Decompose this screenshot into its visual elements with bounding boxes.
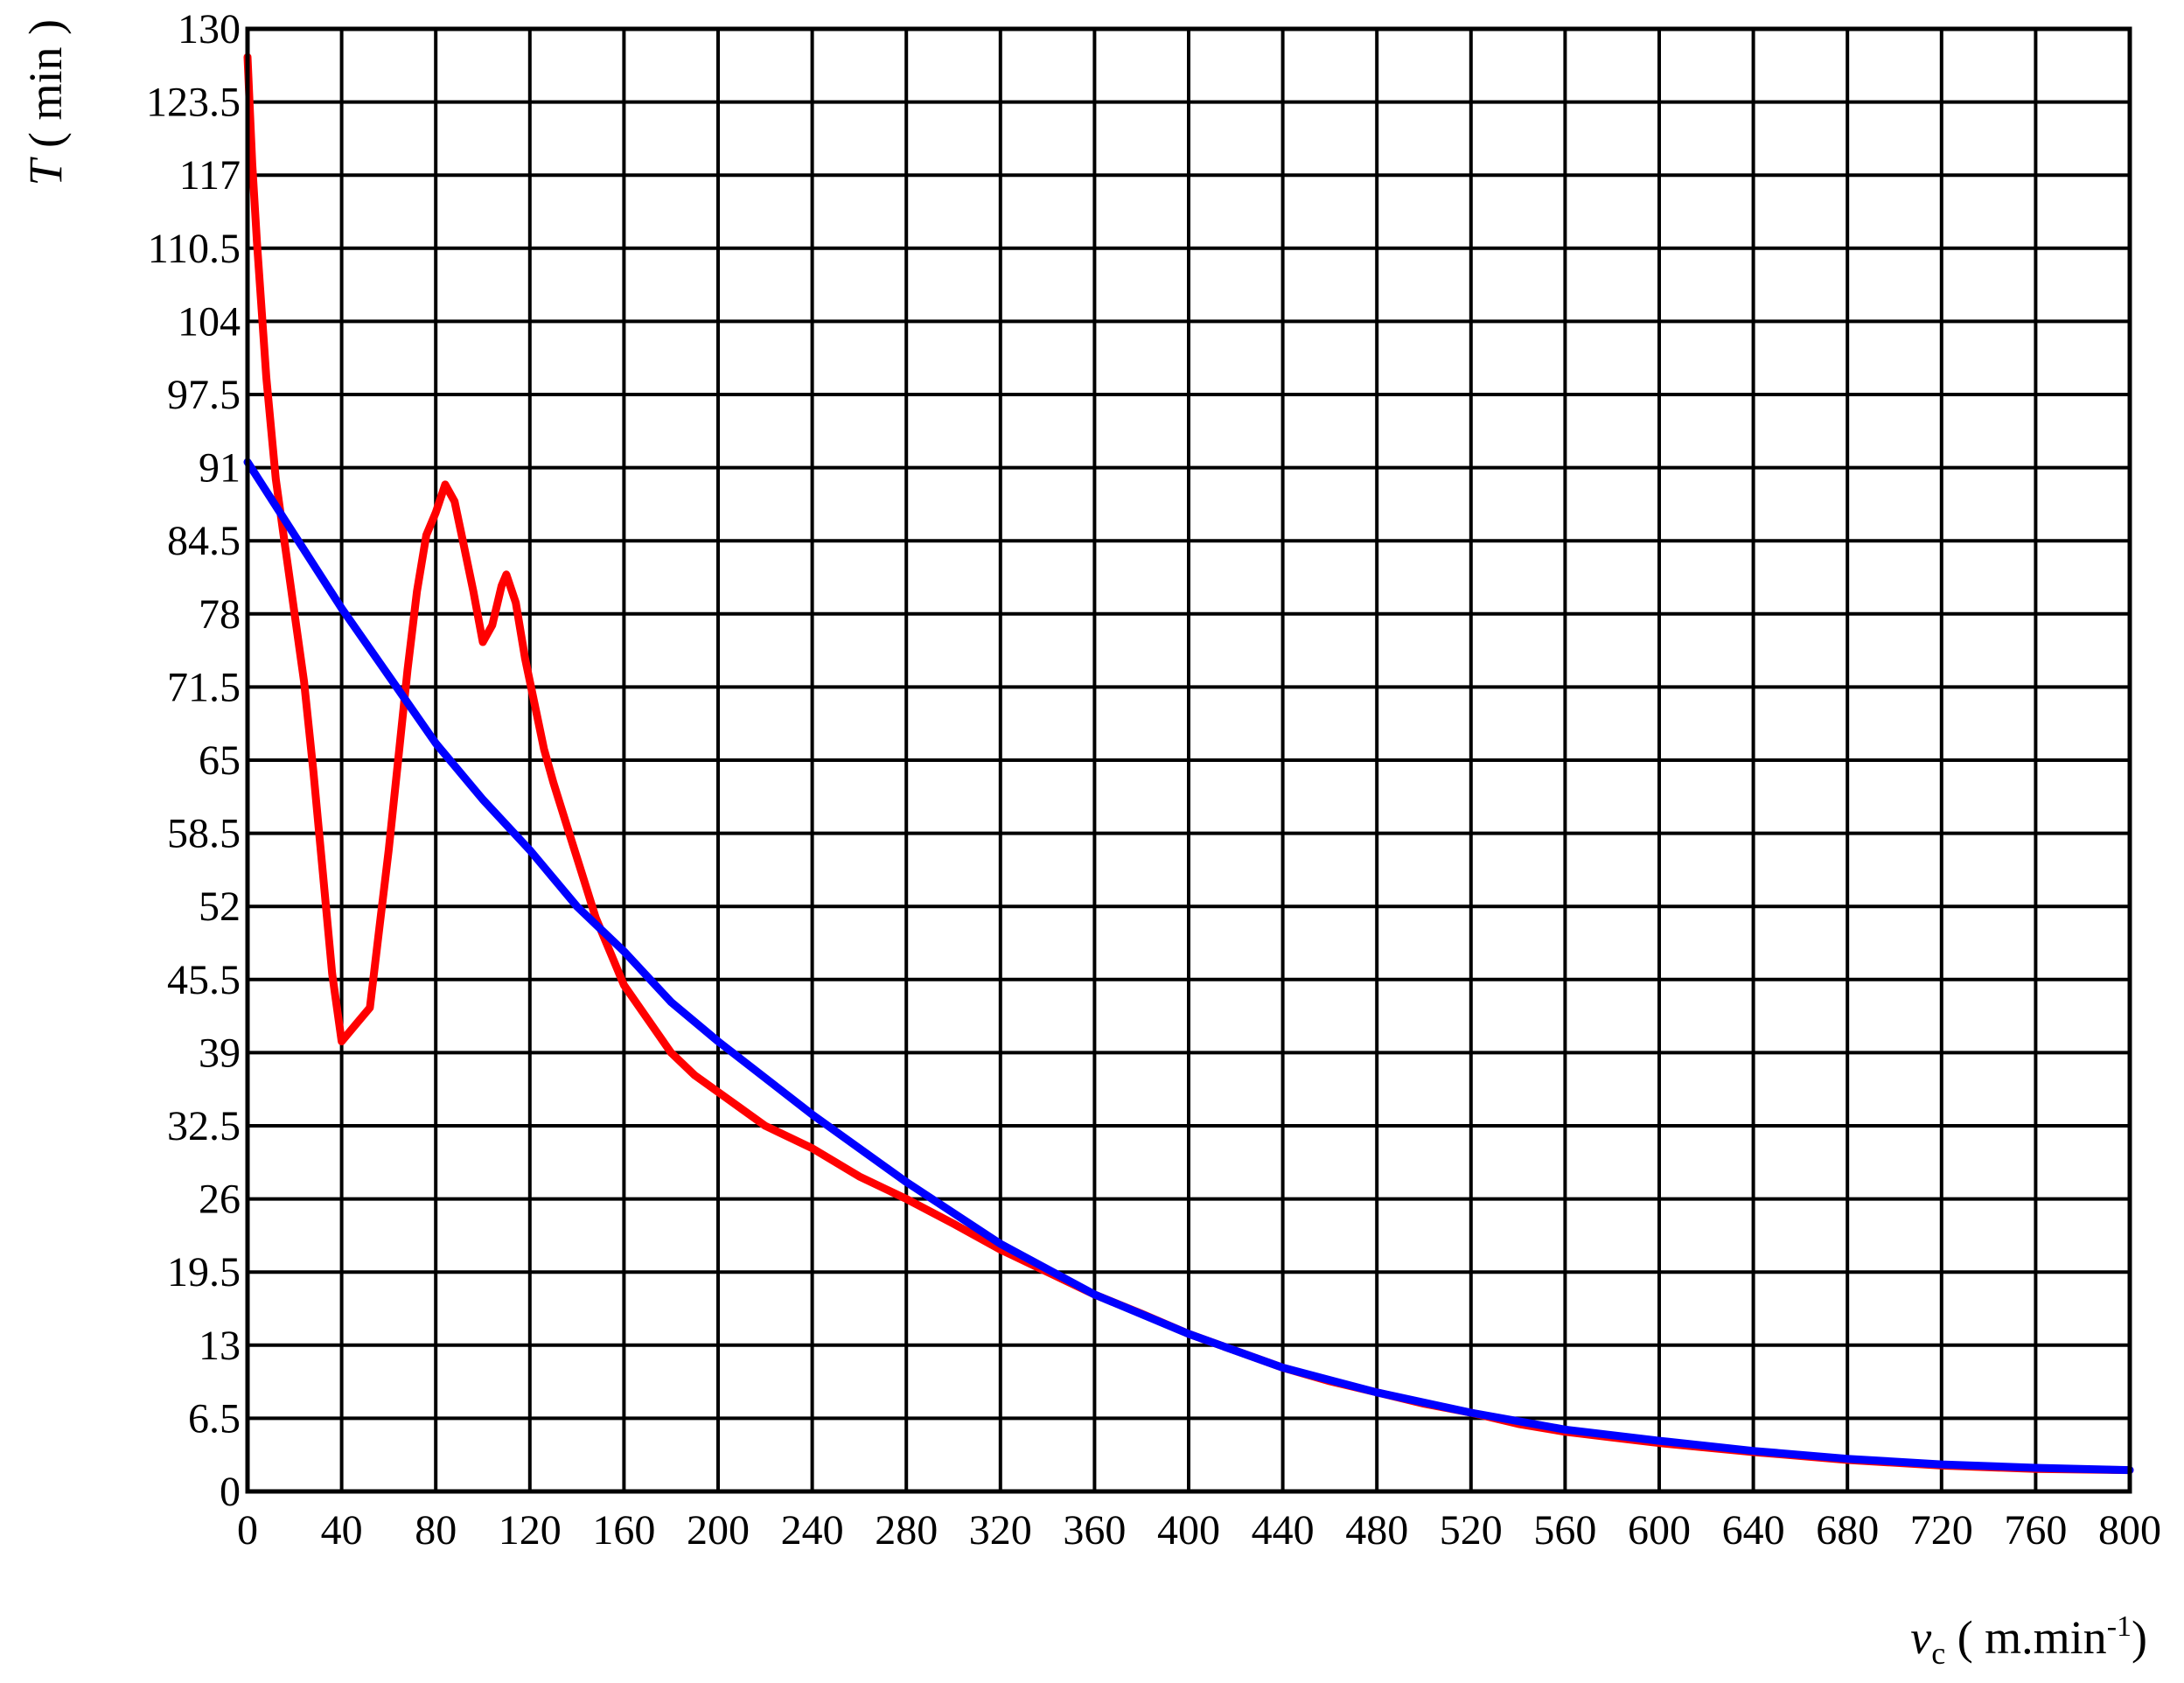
y-tick-label: 71.5 <box>167 664 241 710</box>
x-tick-label: 480 <box>1345 1507 1408 1554</box>
x-tick-labels: 0 40 80 120 160 200 240 280 320 360 400 440 480 520 56… <box>237 1507 2161 1554</box>
x-tick-label: 40 <box>321 1507 363 1554</box>
x-tick-label: 320 <box>969 1507 1032 1554</box>
grid <box>246 27 2132 1493</box>
y-axis-symbol: T <box>19 157 72 186</box>
y-tick-label: 58.5 <box>167 811 241 857</box>
y-tick-label: 97.5 <box>167 372 241 418</box>
x-tick-label: 360 <box>1063 1507 1126 1554</box>
x-tick-label: 240 <box>781 1507 844 1554</box>
x-axis-units-superscript: -1 <box>2107 1610 2132 1643</box>
x-tick-label: 560 <box>1533 1507 1596 1554</box>
y-tick-label: 0 <box>220 1469 241 1515</box>
y-tick-label: 123.5 <box>146 80 241 126</box>
x-tick-label: 160 <box>592 1507 655 1554</box>
x-tick-label: 800 <box>2098 1507 2161 1554</box>
y-tick-label: 117 <box>179 152 241 199</box>
x-tick-label: 520 <box>1440 1507 1503 1554</box>
y-tick-label: 65 <box>199 737 241 784</box>
x-tick-label: 440 <box>1252 1507 1315 1554</box>
series-layer <box>243 52 2134 1475</box>
y-tick-label: 104 <box>178 298 241 345</box>
x-tick-label: 200 <box>687 1507 750 1554</box>
x-axis-subscript: c <box>1931 1636 1945 1671</box>
y-tick-label: 26 <box>199 1177 241 1223</box>
y-tick-label: 52 <box>199 883 241 930</box>
x-axis-symbol: v <box>1910 1611 1931 1664</box>
y-axis-units: ( min ) <box>19 19 72 159</box>
y-tick-label: 91 <box>199 445 241 492</box>
y-tick-label: 19.5 <box>167 1249 241 1295</box>
x-axis-units-close: ) <box>2132 1611 2147 1664</box>
y-tick-label: 39 <box>199 1030 241 1076</box>
y-tick-label: 13 <box>199 1323 241 1369</box>
y-axis-title: T ( min ) <box>19 19 72 186</box>
x-axis-units: ( m.min <box>1945 1611 2107 1664</box>
x-tick-label: 760 <box>2004 1507 2067 1554</box>
x-tick-label: 640 <box>1722 1507 1785 1554</box>
x-tick-label: 80 <box>415 1507 457 1554</box>
y-tick-label: 130 <box>178 6 241 52</box>
y-tick-label: 45.5 <box>167 957 241 1003</box>
y-tick-label: 78 <box>199 591 241 638</box>
x-tick-label: 120 <box>499 1507 562 1554</box>
x-axis-title: vc ( m.min-1) <box>1910 1610 2147 1671</box>
y-tick-labels: 0 6.5 13 19.5 26 32.5 39 45.5 52 58.5 65 71.5 78 84.5… <box>146 6 241 1515</box>
y-tick-label: 6.5 <box>188 1395 241 1442</box>
x-tick-label: 600 <box>1628 1507 1691 1554</box>
y-tick-label: 32.5 <box>167 1103 241 1149</box>
plot-frame <box>245 26 2132 1494</box>
x-tick-label: 0 <box>237 1507 258 1554</box>
y-tick-label: 84.5 <box>167 518 241 564</box>
y-tick-label: 110.5 <box>148 226 241 272</box>
x-tick-label: 400 <box>1157 1507 1220 1554</box>
x-tick-label: 680 <box>1816 1507 1879 1554</box>
x-tick-label: 720 <box>1910 1507 1973 1554</box>
x-tick-label: 280 <box>875 1507 938 1554</box>
series-line-1 <box>243 457 2134 1475</box>
